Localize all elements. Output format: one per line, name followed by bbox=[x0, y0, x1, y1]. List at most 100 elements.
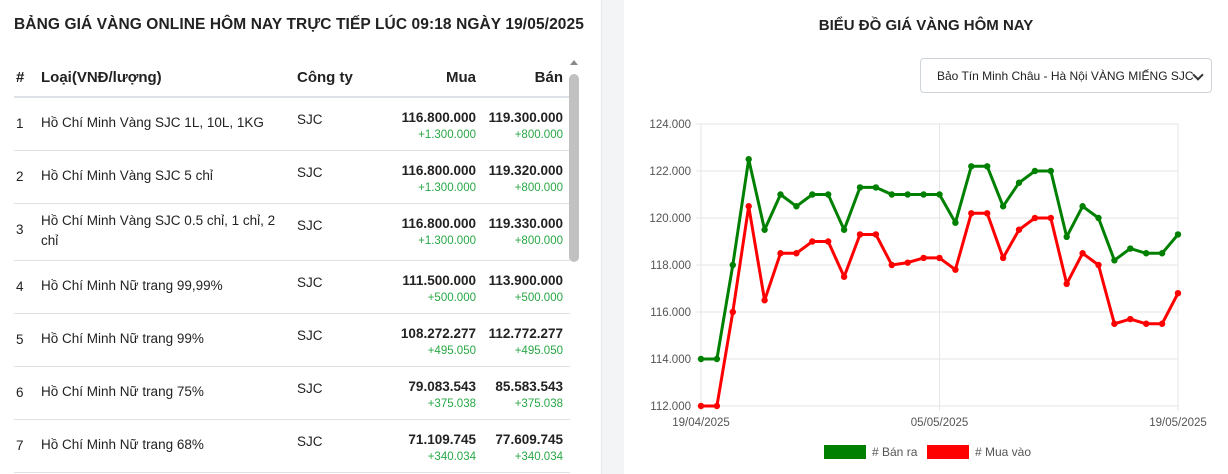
row-company: SJC bbox=[297, 218, 323, 233]
data-point bbox=[729, 308, 736, 316]
gold-price-table-panel: BẢNG GIÁ VÀNG ONLINE HÔM NAY TRỰC TIẾP L… bbox=[0, 0, 602, 474]
data-point bbox=[968, 210, 975, 217]
table-row: 5 Hồ Chí Minh Nữ trang 99% SJC 108.272.2… bbox=[14, 314, 570, 367]
row-company: SJC bbox=[297, 275, 323, 290]
data-point bbox=[1158, 320, 1166, 327]
source-select[interactable]: Bảo Tín Minh Châu - Hà Nội VÀNG MIẾNG SJ… bbox=[920, 58, 1212, 93]
data-point bbox=[793, 250, 800, 257]
data-point bbox=[936, 254, 943, 262]
data-point bbox=[1031, 214, 1039, 222]
x-tick-label: 19/05/2025 bbox=[1149, 417, 1207, 429]
data-point bbox=[1047, 214, 1054, 222]
data-point bbox=[777, 250, 784, 257]
row-index: 5 bbox=[16, 332, 24, 347]
row-buy-price: 79.083.543 bbox=[408, 379, 476, 394]
row-buy-change: +340.034 bbox=[427, 451, 476, 463]
table-title: BẢNG GIÁ VÀNG ONLINE HÔM NAY TRỰC TIẾP L… bbox=[14, 16, 584, 33]
scroll-up-arrow-icon[interactable] bbox=[570, 60, 578, 65]
row-sell-price: 85.583.543 bbox=[495, 379, 563, 394]
row-sell-price: 119.320.000 bbox=[488, 163, 563, 178]
data-point bbox=[1111, 257, 1118, 264]
row-sell-change: +800.000 bbox=[514, 235, 563, 247]
data-point bbox=[1111, 320, 1118, 327]
data-point bbox=[1143, 250, 1150, 257]
data-point bbox=[1143, 320, 1150, 327]
row-buy-change: +375.038 bbox=[427, 398, 476, 410]
row-buy-change: +1.300.000 bbox=[418, 182, 476, 194]
data-point bbox=[904, 191, 911, 198]
data-point bbox=[1127, 315, 1134, 323]
data-point bbox=[793, 203, 800, 210]
data-point bbox=[745, 203, 752, 210]
data-point bbox=[1079, 203, 1086, 210]
data-point bbox=[936, 191, 943, 198]
data-point bbox=[840, 273, 848, 280]
data-point bbox=[1047, 167, 1054, 175]
data-point bbox=[920, 191, 927, 198]
row-type: Hồ Chí Minh Nữ trang 75% bbox=[41, 384, 204, 399]
price-line-chart: 124.000 122.000 120.000 118.000 116.000 114.0… bbox=[649, 119, 1207, 459]
data-point bbox=[984, 163, 991, 170]
data-point bbox=[952, 219, 959, 226]
data-point bbox=[729, 261, 736, 269]
row-buy-price: 116.800.000 bbox=[401, 110, 476, 125]
row-index: 1 bbox=[16, 116, 24, 131]
y-tick-label: 114.000 bbox=[650, 354, 691, 366]
data-point bbox=[999, 254, 1007, 262]
data-point bbox=[825, 238, 832, 245]
y-tick-label: 120.000 bbox=[649, 213, 691, 225]
row-sell-change: +495.050 bbox=[514, 345, 563, 357]
data-point bbox=[825, 191, 832, 198]
row-buy-change: +495.050 bbox=[427, 345, 476, 357]
y-tick-label: 122.000 bbox=[649, 166, 691, 178]
table-row: 1 Hồ Chí Minh Vàng SJC 1L, 10L, 1KG SJC … bbox=[14, 98, 570, 151]
header-sell: Bán bbox=[534, 68, 563, 86]
data-point bbox=[745, 156, 752, 163]
row-type: Hồ Chí Minh Nữ trang 99,99% bbox=[41, 278, 223, 293]
row-buy-price: 116.800.000 bbox=[401, 163, 476, 178]
table-row: 4 Hồ Chí Minh Nữ trang 99,99% SJC 111.50… bbox=[14, 261, 570, 314]
header-buy: Mua bbox=[446, 68, 476, 86]
table-scrollbar[interactable] bbox=[569, 58, 579, 474]
row-buy-price: 116.800.000 bbox=[401, 216, 476, 231]
row-index: 3 bbox=[16, 222, 24, 237]
data-point bbox=[1031, 167, 1039, 175]
row-company: SJC bbox=[297, 434, 323, 449]
data-point bbox=[761, 297, 768, 304]
header-company: Công ty bbox=[297, 68, 353, 86]
chart-title: BIỂU ĐỒ GIÁ VÀNG HÔM NAY bbox=[818, 17, 1034, 34]
legend-swatch bbox=[927, 445, 969, 459]
data-point bbox=[840, 226, 848, 233]
row-type: Hồ Chí Minh Vàng SJC 5 chỉ bbox=[41, 168, 213, 183]
y-tick-label: 118.000 bbox=[650, 260, 691, 272]
data-point bbox=[1015, 179, 1023, 186]
row-buy-change: +500.000 bbox=[427, 292, 476, 304]
header-type: Loại(VNĐ/lượng) bbox=[41, 68, 162, 86]
row-buy-price: 111.500.000 bbox=[402, 273, 476, 288]
row-sell-price: 112.772.277 bbox=[488, 326, 563, 341]
row-company: SJC bbox=[297, 165, 323, 180]
table-row: 7 Hồ Chí Minh Nữ trang 68% SJC 71.109.74… bbox=[14, 420, 570, 473]
data-point bbox=[1063, 280, 1070, 287]
row-sell-change: +500.000 bbox=[514, 292, 563, 304]
row-company: SJC bbox=[297, 328, 323, 343]
row-sell-price: 119.330.000 bbox=[488, 216, 563, 231]
gold-chart-panel: BIỂU ĐỒ GIÁ VÀNG HÔM NAY Bảo Tín Minh Ch… bbox=[624, 0, 1228, 474]
y-tick-label: 116.000 bbox=[650, 307, 691, 319]
data-point bbox=[697, 402, 705, 410]
row-type: Hồ Chí Minh Vàng SJC 1L, 10L, 1KG bbox=[41, 115, 264, 130]
row-index: 6 bbox=[16, 385, 24, 400]
data-point bbox=[809, 191, 816, 198]
data-point bbox=[920, 254, 927, 262]
row-company: SJC bbox=[297, 381, 323, 396]
row-sell-change: +800.000 bbox=[514, 129, 563, 141]
row-sell-change: +340.034 bbox=[514, 451, 563, 463]
row-sell-price: 77.609.745 bbox=[495, 432, 563, 447]
scroll-thumb[interactable] bbox=[569, 74, 579, 262]
data-point bbox=[697, 355, 705, 363]
data-point bbox=[1158, 250, 1166, 257]
data-point bbox=[1079, 250, 1086, 257]
row-sell-change: +800.000 bbox=[514, 182, 563, 194]
row-sell-price: 119.300.000 bbox=[488, 110, 563, 125]
row-type: Hồ Chí Minh Nữ trang 68% bbox=[41, 437, 204, 452]
